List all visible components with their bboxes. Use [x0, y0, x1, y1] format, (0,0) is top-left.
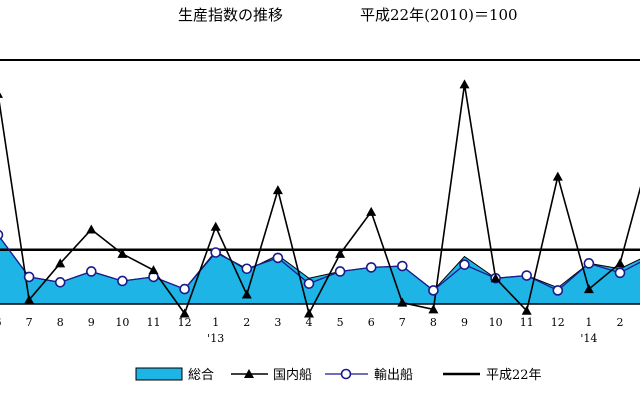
point-export [521, 270, 533, 281]
point-domestic [304, 308, 314, 318]
point-domestic [366, 206, 377, 216]
plot-area [0, 59, 640, 318]
x-tick-label: 11 [147, 316, 161, 329]
point-export [179, 283, 190, 295]
point-export [23, 271, 35, 283]
x-tick-label: 1 [585, 316, 592, 329]
x-tick-label: 4 [306, 316, 313, 329]
point-export [365, 262, 377, 273]
point-export [241, 263, 253, 275]
point-domestic [0, 92, 3, 98]
legend-marker-export [340, 368, 352, 380]
point-domestic [335, 248, 346, 258]
x-tick-label: 2 [617, 316, 624, 329]
point-export [272, 252, 284, 264]
point-domestic [521, 305, 532, 315]
point-domestic [117, 248, 128, 258]
point-export [583, 258, 595, 269]
legend: 総合 国内船 輸出船 平成22年 [135, 367, 542, 383]
point-domestic [272, 185, 283, 195]
legend-label-total: 総合 [188, 368, 214, 383]
point-domestic [583, 284, 594, 294]
x-year-label: '13 [207, 332, 224, 345]
point-domestic [148, 265, 159, 275]
point-domestic [241, 289, 252, 299]
x-tick-label: 12 [178, 316, 192, 329]
x-tick-label: 1 [212, 316, 219, 329]
point-domestic [490, 273, 501, 283]
point-domestic [552, 171, 563, 181]
legend-marker-domestic [244, 369, 254, 378]
x-axis: 6789101112123456789101112123'13'14 [0, 316, 624, 345]
x-tick-label: 7 [399, 316, 406, 329]
point-export [459, 259, 470, 270]
series-line-export [0, 236, 640, 292]
x-tick-label: 2 [243, 316, 250, 329]
point-domestic [615, 258, 625, 268]
x-tick-label: 8 [430, 316, 437, 329]
point-export [614, 267, 626, 279]
legend-swatch-total [135, 367, 183, 381]
x-tick-label: 5 [337, 316, 344, 329]
point-domestic [179, 308, 190, 318]
point-domestic [24, 294, 35, 304]
legend-label-domestic: 国内船 [273, 367, 312, 383]
point-export [428, 285, 439, 296]
x-year-label: '14 [580, 332, 597, 345]
point-export [396, 260, 408, 272]
point-domestic [86, 224, 97, 234]
subtitle-text: 平成22年(2010)＝100 [360, 6, 518, 24]
point-domestic [428, 304, 439, 314]
x-tick-label: 6 [0, 316, 2, 329]
legend-label-export: 輸出船 [374, 368, 413, 383]
point-domestic [397, 297, 408, 307]
x-tick-label: 10 [489, 316, 503, 329]
chart-title: 生産指数の推移 平成22年(2010)＝100 [0, 4, 640, 28]
point-export [0, 229, 4, 240]
point-domestic [459, 79, 470, 89]
point-export [210, 247, 221, 258]
x-tick-label: 3 [274, 316, 281, 329]
x-tick-label: 9 [461, 316, 468, 329]
legend-label-reference: 平成22年 [486, 368, 542, 383]
x-tick-label: 7 [26, 316, 33, 329]
x-tick-label: 12 [551, 316, 565, 329]
point-export [117, 275, 128, 287]
series-line-domestic [0, 84, 640, 316]
x-tick-label: 9 [88, 316, 95, 329]
point-export [552, 285, 564, 296]
x-tick-label: 6 [368, 316, 375, 329]
point-domestic [55, 258, 66, 268]
point-export [303, 278, 315, 289]
point-export [334, 266, 346, 277]
x-tick-label: 10 [115, 316, 129, 329]
title-text: 生産指数の推移 [178, 6, 284, 24]
x-tick-label: 8 [57, 316, 64, 329]
point-domestic [210, 221, 221, 231]
x-tick-label: 11 [520, 316, 534, 329]
point-export [54, 277, 66, 288]
point-export [86, 266, 97, 277]
